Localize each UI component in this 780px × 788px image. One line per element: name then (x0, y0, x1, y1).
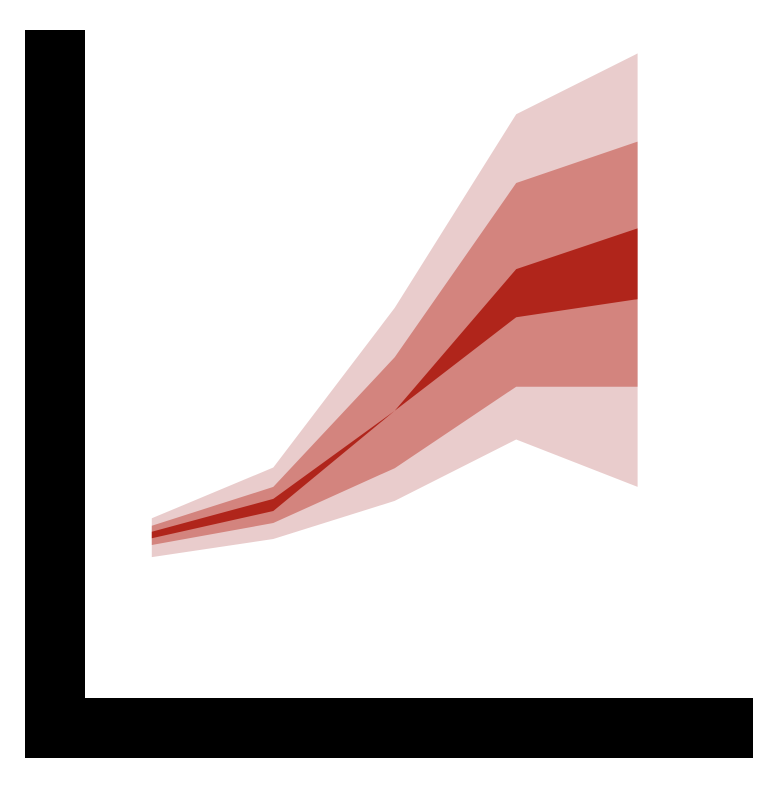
y-axis (25, 30, 85, 758)
x-axis (25, 698, 753, 758)
fan-bands (151, 53, 638, 558)
band-outer (151, 53, 638, 558)
band-inner (151, 228, 638, 539)
band-middle (151, 141, 638, 545)
